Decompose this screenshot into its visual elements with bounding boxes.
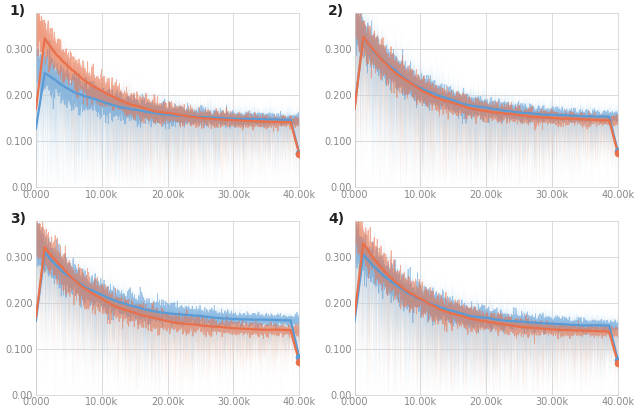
- Text: 1): 1): [10, 4, 26, 18]
- Text: 2): 2): [328, 4, 344, 18]
- Text: 3): 3): [10, 212, 26, 226]
- Text: 4): 4): [328, 212, 344, 226]
